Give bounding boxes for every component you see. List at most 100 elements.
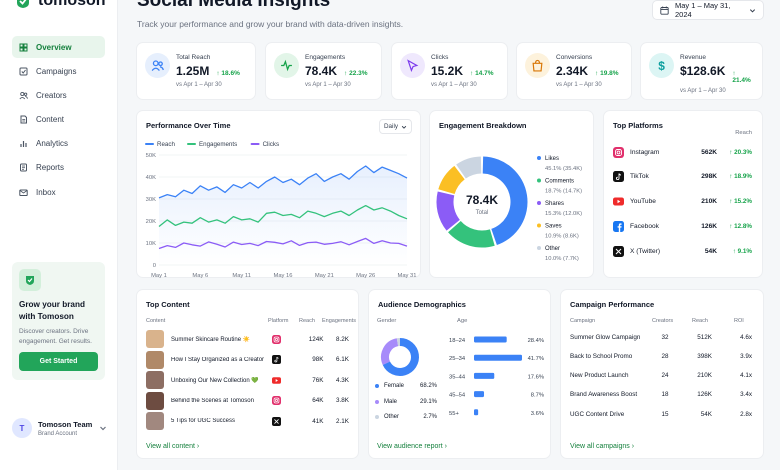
col-reach: Reach [299, 318, 315, 324]
content-reach: 64K [312, 397, 324, 404]
sidebar-item-label: Inbox [36, 187, 56, 197]
campaign-creators: 28 [661, 352, 669, 360]
platform-name: X (Twitter) [630, 247, 661, 255]
content-row[interactable]: Behind the Scenes at Tomoson 64K 3.8K [137, 391, 358, 411]
gender-percent: 68.2% [419, 383, 437, 389]
sidebar-item-campaigns[interactable]: Campaigns [12, 60, 105, 82]
legend-swatch [537, 178, 541, 183]
series-area-reach [159, 166, 407, 265]
age-bar [474, 354, 522, 361]
platform-row-tiktok[interactable]: TikTok 298K ↑ 18.9% [604, 167, 762, 187]
content-row[interactable]: 5 Tips for UGC Success 41K 2.1K [137, 411, 358, 431]
age-label: Age [457, 318, 468, 324]
x-tick-label: May 31 [397, 273, 416, 279]
sidebar-item-analytics[interactable]: Analytics [12, 133, 105, 155]
campaign-title: Campaign Performance [570, 300, 655, 309]
promo-title: Grow your brand with Tomoson [19, 300, 85, 321]
kpi-delta: ↑ 18.6% [216, 70, 240, 77]
platform-delta: ↑ 18.9% [729, 173, 752, 181]
pulse-icon [274, 53, 299, 78]
content-thumbnail [146, 412, 164, 430]
gender-donut-chart [381, 338, 419, 376]
content-title: Summer Skincare Routine ☀️ [171, 336, 251, 343]
sidebar-item-reports[interactable]: Reports [12, 157, 105, 179]
document-icon [19, 115, 28, 124]
get-started-button[interactable]: Get Started [19, 352, 98, 371]
y-tick-label: 20K [146, 219, 156, 225]
campaign-row[interactable]: UGC Content Drive 15 54K 2.8x [561, 404, 763, 424]
campaign-row[interactable]: Brand Awareness Boost 18 126K 3.4x [561, 385, 763, 405]
col-content: Content [146, 318, 166, 324]
content-thumbnail [146, 330, 164, 348]
facebook-icon [613, 220, 624, 232]
platform-delta: ↑ 12.8% [729, 222, 752, 230]
sidebar-item-content[interactable]: Content [12, 109, 105, 131]
kpi-card-total-reach: Total Reach 1.25M ↑ 18.6% vs Apr 1 – Apr 30 [136, 42, 256, 100]
age-bar-label: 17.6% [528, 374, 544, 380]
performance-line-chart: Reach Engagements Clicks 0 10K 20K 30K 40K 50K Ma… [145, 141, 417, 279]
platform-row-instagram[interactable]: Instagram 562K ↑ 20.3% [604, 142, 762, 162]
content-row[interactable]: Unboxing Our New Collection 💚 76K 4.3K [137, 370, 358, 390]
y-tick-label: 50K [146, 153, 156, 159]
content-row[interactable]: Summer Skincare Routine ☀️ 124K 8.2K [137, 329, 358, 349]
granularity-select[interactable]: Daily [379, 119, 412, 134]
campaign-creators: 32 [661, 333, 669, 341]
view-audience-report-link[interactable]: View audience report › [377, 443, 447, 450]
engagement-title: Engagement Breakdown [439, 121, 527, 130]
x-icon [613, 245, 624, 257]
content-row[interactable]: How I Stay Organized as a Creator 98K 6.1K [137, 350, 358, 370]
content-reach: 41K [312, 417, 324, 425]
grid-icon [19, 43, 28, 52]
gender-legend-item: Male 29.1% [375, 399, 437, 405]
sidebar-item-overview[interactable]: Overview [12, 36, 105, 58]
platform-row-facebook[interactable]: Facebook 126K ↑ 12.8% [604, 216, 762, 236]
chevron-down-icon [401, 125, 407, 129]
gender-label: Male [384, 398, 398, 405]
kpi-label: Engagements [305, 54, 346, 61]
kpi-compare: vs Apr 1 – Apr 30 [176, 82, 222, 88]
date-range-picker[interactable]: May 1 – May 31, 2024 [652, 0, 764, 20]
donut-center-label: Total [476, 210, 489, 216]
y-tick-label: 30K [146, 197, 156, 203]
performance-card: Performance Over Time Daily Reach Engagem… [136, 110, 421, 279]
content-title: 5 Tips for UGC Success [171, 418, 236, 424]
y-tick-label: 0 [153, 263, 156, 269]
legend-label: Other [545, 246, 560, 252]
campaign-creators: 18 [661, 391, 669, 399]
kpi-label: Total Reach [176, 54, 211, 61]
sidebar: tomoson Overview Campaigns Creators Content… [0, 0, 118, 470]
donut-center-value: 78.4K [466, 193, 498, 207]
user-menu[interactable]: T Tomoson Team Brand Account [12, 418, 107, 438]
campaign-row[interactable]: Summer Glow Campaign 32 512K 4.6x [561, 327, 763, 347]
col-campaign: Campaign [570, 318, 596, 324]
brand-logo[interactable]: tomoson [14, 0, 106, 10]
platform-row-youtube[interactable]: YouTube 210K ↑ 15.2% [604, 192, 762, 212]
platform-row-xtwitter[interactable]: X (Twitter) 54K ↑ 9.1% [604, 241, 762, 261]
audience-title: Audience Demographics [378, 300, 466, 309]
campaign-reach: 210K [697, 372, 712, 380]
platform-delta: ↑ 20.3% [729, 148, 752, 156]
legend-label: Reach [157, 141, 175, 148]
kpi-value: 15.2K [431, 64, 464, 78]
top-platforms-title: Top Platforms [613, 121, 663, 130]
age-category-label: 35–44 [449, 374, 466, 380]
platform-reach: 126K [701, 222, 717, 230]
view-all-campaigns-link[interactable]: View all campaigns › [570, 443, 635, 450]
content-engagements: 8.2K [336, 335, 350, 343]
sidebar-item-inbox[interactable]: Inbox [12, 181, 105, 203]
kpi-value: 2.34K [556, 64, 589, 78]
campaign-row[interactable]: New Product Launch 24 210K 4.1x [561, 366, 763, 386]
view-all-content-link[interactable]: View all content › [146, 443, 200, 450]
x-tick-label: May 6 [192, 273, 208, 279]
top-content-title: Top Content [146, 300, 190, 309]
kpi-delta: ↑ 14.7% [470, 70, 494, 77]
campaign-creators: 15 [661, 410, 669, 418]
page-subtitle: Track your performance and grow your bra… [137, 19, 404, 29]
age-bar [474, 372, 495, 379]
campaign-row[interactable]: Back to School Promo 28 398K 3.9x [561, 346, 763, 366]
bar-chart-icon [19, 139, 28, 148]
content-engagements: 3.8K [336, 397, 350, 404]
sidebar-item-creators[interactable]: Creators [12, 84, 105, 106]
youtube-icon [613, 196, 624, 207]
platform-reach: 298K [701, 173, 717, 181]
